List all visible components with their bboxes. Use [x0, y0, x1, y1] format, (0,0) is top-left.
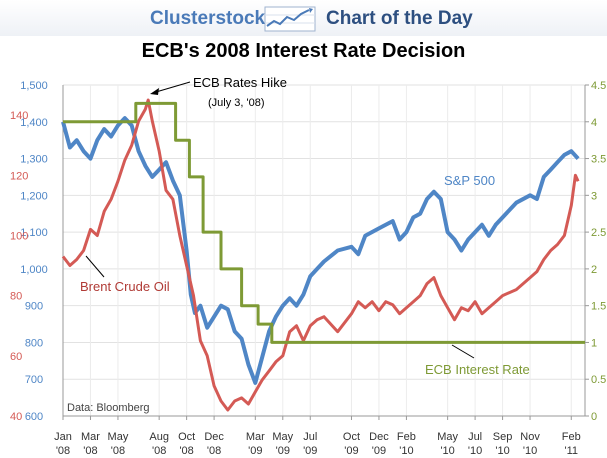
sp500-axis-tick-label: 1,400 — [20, 117, 48, 129]
x-axis-tick-month: Oct — [178, 431, 195, 443]
x-axis-tick-month: Mar — [246, 431, 265, 443]
chart-header: Clusterstock Chart of the Day — [0, 0, 607, 36]
x-axis-tick-year: '10 — [399, 445, 413, 457]
x-axis-tick-year: '09 — [248, 445, 262, 457]
ecb-axis-tick-label: 4 — [591, 117, 597, 129]
plot-frame — [62, 85, 586, 417]
x-axis-tick-year: '09 — [344, 445, 358, 457]
x-axis-tick-year: '08 — [179, 445, 193, 457]
sp500-axis-tick-label: 600 — [25, 411, 43, 423]
rate-hike-arrowhead — [150, 88, 159, 95]
x-axis-tick-year: '10 — [468, 445, 482, 457]
trend-chart-icon — [264, 6, 316, 32]
ecb-axis-tick-label: 1.5 — [591, 301, 606, 313]
x-axis-tick-year: '09 — [276, 445, 290, 457]
brent-series-label: Brent Crude Oil — [80, 279, 170, 294]
x-axis-tick-month: Jul — [468, 431, 482, 443]
annotations-layer: ECB Rates Hike (July 3, '08) S&P 500 Brent … — [67, 75, 530, 414]
x-axis-tick-month: Jan — [54, 431, 72, 443]
x-axis-tick-month: Dec — [204, 431, 224, 443]
sp500-axis-tick-label: 900 — [25, 301, 43, 313]
x-axis-tick-month: Jul — [303, 431, 317, 443]
rate-hike-annotation: ECB Rates Hike — [193, 75, 287, 90]
sp500-series-label: S&P 500 — [444, 173, 495, 188]
ecb-axis-tick-label: 0 — [591, 411, 597, 423]
chart-of-the-day-label: Chart of the Day — [326, 8, 473, 29]
ecb-axis-tick-label: 2.5 — [591, 227, 606, 239]
brent-axis-tick-label: 120 — [10, 170, 28, 182]
x-axis-tick-month: Mar — [81, 431, 100, 443]
ecb-axis-tick-label: 2 — [591, 264, 597, 276]
x-axis-tick-month: May — [108, 431, 129, 443]
x-axis-tick-month: Feb — [562, 431, 581, 443]
brent-axis-tick-label: 80 — [10, 291, 22, 303]
series-layer — [61, 98, 585, 412]
rate-hike-date-annotation: (July 3, '08) — [208, 97, 265, 109]
ecb-axis-tick-label: 3.5 — [591, 154, 606, 166]
sp500-axis-tick-label: 1,100 — [20, 227, 48, 239]
sp500-axis-tick-label: 700 — [25, 374, 43, 386]
x-axis-tick-year: '11 — [564, 445, 578, 457]
x-axis-tick-month: Sep — [493, 431, 513, 443]
x-axis-tick-month: Nov — [520, 431, 540, 443]
series-line-s-p-500 — [61, 116, 580, 385]
brent-axis-tick-label: 40 — [10, 411, 22, 423]
x-axis-tick-year: '09 — [372, 445, 386, 457]
series-line-brent-crude-oil — [61, 98, 580, 412]
sp500-axis-tick-label: 1,500 — [20, 80, 48, 92]
x-axis-tick-year: '08 — [152, 445, 166, 457]
x-axis-tick-year: '10 — [523, 445, 537, 457]
brand-name: Clusterstock — [150, 8, 266, 29]
sp500-axis-tick-label: 800 — [25, 337, 43, 349]
sp500-axis-tick-label: 1,200 — [20, 190, 48, 202]
brent-axis-tick-label: 60 — [10, 351, 22, 363]
ecb-axis-tick-label: 0.5 — [591, 374, 606, 386]
x-axis-tick-year: '08 — [56, 445, 70, 457]
data-source-label: Data: Bloomberg — [67, 402, 150, 414]
rate-hike-arrow — [155, 81, 191, 93]
x-axis-tick-month: May — [437, 431, 458, 443]
ecb-series-label: ECB Interest Rate — [425, 362, 530, 377]
chart-title: ECB's 2008 Interest Rate Decision — [141, 40, 466, 62]
x-axis-tick-month: Aug — [149, 431, 169, 443]
x-axis-tick-year: '08 — [111, 445, 125, 457]
brent-axis-tick-label: 140 — [10, 110, 28, 122]
brent-axis-tick-label: 100 — [10, 230, 28, 242]
ecb-axis-tick-label: 3 — [591, 190, 597, 202]
brent-pointer-line — [85, 255, 105, 278]
series-line-ecb-interest-rate — [63, 101, 585, 344]
x-axis-tick-month: May — [272, 431, 293, 443]
x-axis-tick-month: Dec — [369, 431, 389, 443]
x-axis-tick-year: '09 — [303, 445, 317, 457]
sp500-axis-tick-label: 1,000 — [20, 264, 48, 276]
x-axis-tick-month: Oct — [343, 431, 360, 443]
axes-layer: 6007008009001,0001,1001,2001,3001,4001,5… — [10, 80, 606, 457]
x-axis-tick-year: '10 — [440, 445, 454, 457]
sp500-axis-tick-label: 1,300 — [20, 154, 48, 166]
x-axis-tick-year: '08 — [207, 445, 221, 457]
ecb-axis-tick-label: 1 — [591, 337, 597, 349]
x-axis-tick-year: '10 — [495, 445, 509, 457]
x-axis-tick-year: '08 — [83, 445, 97, 457]
x-axis-tick-month: Feb — [397, 431, 416, 443]
ecb-pointer-line — [451, 344, 475, 359]
ecb-axis-tick-label: 4.5 — [591, 80, 606, 92]
